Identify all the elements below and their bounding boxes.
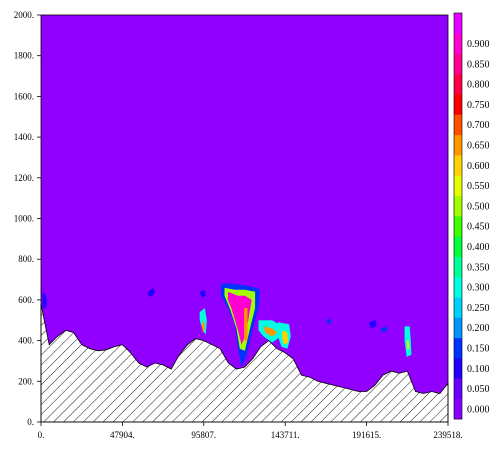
x-tick-label: 191615.: [352, 430, 381, 440]
colorbar-swatch: [454, 276, 462, 298]
colorbar-swatch: [454, 94, 462, 115]
colorbar-swatch: [454, 216, 462, 237]
colorbar-swatch: [454, 33, 462, 54]
contour-patch: [380, 326, 388, 333]
colorbar-frame: [453, 12, 463, 420]
colorbar-label: 0.250: [467, 303, 490, 314]
colorbar-label: 0.000: [467, 404, 490, 415]
y-tick-label: 1400.: [14, 132, 34, 142]
y-tick-label: 1000.: [14, 214, 34, 224]
y-tick-label: 1200.: [14, 173, 34, 183]
colorbar-label: 0.050: [467, 384, 490, 395]
y-tick-label: 600.: [18, 295, 34, 305]
colorbar-label: 0.650: [467, 140, 490, 151]
contour-patch: [148, 287, 156, 297]
colorbar-swatch: [454, 13, 462, 34]
colorbar-label: 0.550: [467, 181, 490, 192]
contour-patch: [263, 326, 278, 337]
colorbar-swatch: [454, 53, 462, 75]
colorbar-label: 0.600: [467, 161, 490, 172]
colorbar-swatch: [454, 297, 462, 318]
colorbar-swatch: [454, 236, 462, 257]
contour-patch: [326, 318, 332, 325]
colorbar-swatch: [454, 317, 462, 339]
contour-patch: [199, 308, 207, 335]
colorbar-swatch: [454, 155, 462, 176]
colorbar-label: 0.400: [467, 242, 490, 253]
contour-patch: [282, 330, 289, 345]
contour-patch: [201, 320, 205, 333]
colorbar-label: 0.300: [467, 283, 490, 294]
contour-patch: [369, 320, 377, 329]
colorbar-swatch: [454, 337, 462, 359]
colorbar-label: 0.450: [467, 222, 490, 233]
colorbar-label: 0.850: [467, 59, 490, 70]
colorbar-label: 0.700: [467, 120, 490, 131]
colorbar-swatch: [454, 256, 462, 278]
x-tick-label: 143711.: [271, 430, 300, 440]
colorbar-swatch: [454, 134, 462, 156]
colorbar-swatch: [454, 73, 462, 95]
x-tick-label: 0.: [38, 430, 45, 440]
colorbar-swatch: [454, 398, 462, 420]
colorbar-swatch: [454, 358, 462, 379]
y-tick-label: 800.: [18, 254, 34, 264]
terrain-profile: [40, 303, 449, 423]
y-tick-label: 200.: [18, 376, 34, 386]
x-axis: 0. 47904. 95807. 143711. 191615. 239518.: [38, 422, 463, 440]
contour-patches: [42, 283, 412, 368]
y-tick-label: 1600.: [14, 91, 34, 101]
x-tick-label: 239518.: [433, 430, 462, 440]
colorbar-label: 0.900: [467, 39, 490, 50]
y-tick-label: 0.: [27, 417, 34, 427]
colorbar-label: 0.750: [467, 100, 490, 111]
colorbar: 0.000 0.050 0.100 0.150 0.200 0.250 0.300 0.350…: [453, 12, 490, 420]
contour-patch: [244, 308, 248, 341]
contour-patch: [199, 289, 206, 298]
colorbar-label: 0.500: [467, 201, 490, 212]
y-tick-label: 2000.: [14, 10, 34, 20]
colorbar-swatch: [454, 114, 462, 136]
colorbar-label: 0.200: [467, 323, 490, 334]
y-tick-label: 400.: [18, 336, 34, 346]
colorbar-label: 0.150: [467, 343, 490, 354]
colorbar-label: 0.350: [467, 262, 490, 273]
colorbar-label: 0.100: [467, 364, 490, 375]
x-tick-label: 95807.: [191, 430, 216, 440]
colorbar-swatch: [454, 195, 462, 217]
contour-patch: [42, 291, 48, 308]
x-tick-label: 47904.: [110, 430, 135, 440]
colorbar-swatch: [454, 378, 462, 399]
contour-patch: [406, 340, 410, 350]
y-axis: 0. 200. 400. 600. 800. 1000. 1200. 1400. 1600. 18…: [14, 10, 41, 427]
colorbar-swatch: [454, 175, 462, 196]
colorbar-label: 0.800: [467, 80, 490, 91]
plot-area: [40, 14, 449, 423]
y-tick-label: 1800.: [14, 51, 34, 61]
